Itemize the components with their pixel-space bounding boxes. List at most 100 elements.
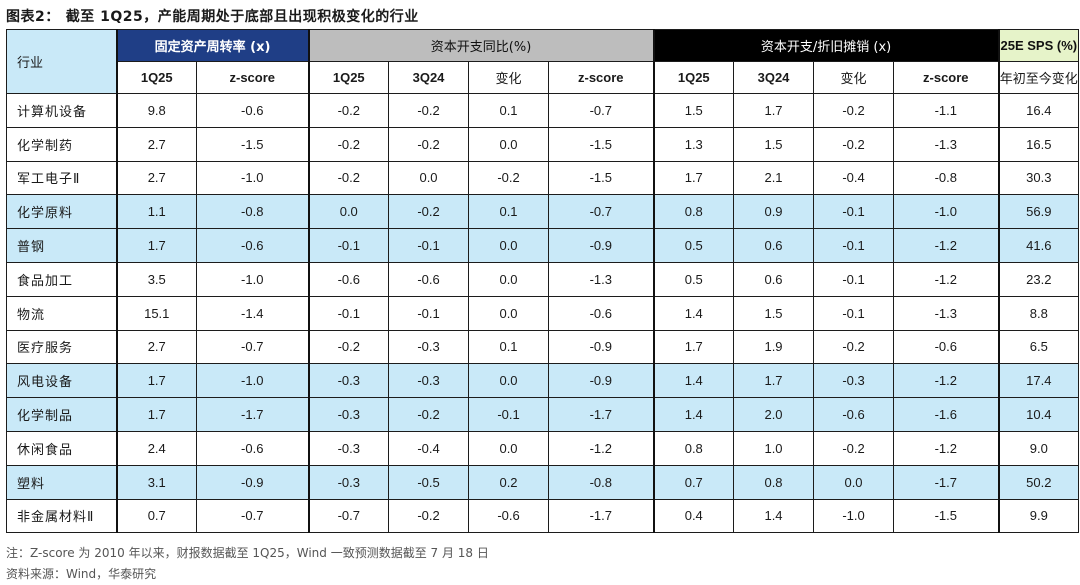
value-cell: -1.3 (548, 261, 655, 297)
subheader-cell: 3Q24 (388, 61, 470, 94)
value-cell: 16.5 (998, 126, 1080, 162)
industry-name-cell: 化学制药 (6, 126, 118, 162)
value-cell: 0.5 (653, 261, 735, 297)
subheader-cell: 1Q25 (308, 61, 390, 94)
value-cell: -0.1 (388, 228, 470, 263)
value-cell: 10.4 (998, 397, 1080, 432)
value-cell: 0.0 (468, 295, 550, 331)
value-cell: 41.6 (998, 228, 1080, 263)
value-cell: -1.0 (195, 261, 310, 297)
industry-name-cell: 普钢 (6, 228, 118, 263)
value-cell: -0.1 (813, 228, 895, 263)
value-cell: 0.8 (733, 464, 815, 500)
value-cell: -0.2 (813, 126, 895, 162)
value-cell: -1.2 (548, 430, 655, 466)
table-row: 塑料 3.1 -0.9 -0.3 -0.5 0.2 -0.8 0.7 0.8 0.0 -1.7 50.… (6, 464, 1080, 500)
value-cell: 16.4 (998, 93, 1080, 128)
value-cell: 0.0 (468, 430, 550, 466)
value-cell: -1.2 (893, 363, 1000, 399)
value-cell: -0.9 (548, 329, 655, 365)
value-cell: -0.6 (813, 397, 895, 432)
value-cell: 0.6 (733, 228, 815, 263)
value-cell: 0.5 (653, 228, 735, 263)
figure-title-text: 截至 1Q25，产能周期处于底部且出现积极变化的行业 (65, 9, 419, 25)
value-cell: -0.7 (195, 498, 310, 534)
table-row: 计算机设备 9.8 -0.6 -0.2 -0.2 0.1 -0.7 1.5 1.7 -0.2 -1.… (6, 93, 1080, 128)
value-cell: -0.6 (195, 228, 310, 263)
value-cell: -1.0 (813, 498, 895, 534)
value-cell: -1.0 (195, 363, 310, 399)
value-cell: 1.4 (653, 363, 735, 399)
value-cell: -1.7 (548, 397, 655, 432)
table-row: 化学制品 1.7 -1.7 -0.3 -0.2 -0.1 -1.7 1.4 2.0 -0.6 -1.… (6, 397, 1080, 432)
value-cell: -1.0 (893, 194, 1000, 230)
value-cell: -1.0 (195, 160, 310, 196)
value-cell: 0.0 (468, 363, 550, 399)
value-cell: 2.7 (116, 160, 197, 196)
value-cell: -0.3 (308, 430, 390, 466)
value-cell: -1.7 (195, 397, 310, 432)
value-cell: 2.1 (733, 160, 815, 196)
value-cell: 1.4 (733, 498, 815, 534)
value-cell: -0.1 (813, 295, 895, 331)
value-cell: -0.2 (308, 93, 390, 128)
value-cell: 1.5 (733, 126, 815, 162)
subheader-cell: 变化 (813, 61, 895, 94)
value-cell: -0.4 (388, 430, 470, 466)
value-cell: 1.7 (116, 228, 197, 263)
value-cell: -0.1 (813, 261, 895, 297)
value-cell: -0.8 (195, 194, 310, 230)
table-body: 计算机设备 9.8 -0.6 -0.2 -0.2 0.1 -0.7 1.5 1.7 -0.2 -1.… (6, 93, 1080, 534)
value-cell: 0.1 (468, 93, 550, 128)
industry-name-cell: 风电设备 (6, 363, 118, 399)
table-row: 医疗服务 2.7 -0.7 -0.2 -0.3 0.1 -0.9 1.7 1.9 -0.2 -0.6… (6, 329, 1080, 365)
value-cell: -0.8 (548, 464, 655, 500)
value-cell: -0.6 (548, 295, 655, 331)
value-cell: 30.3 (998, 160, 1080, 196)
value-cell: -0.6 (195, 430, 310, 466)
value-cell: -0.2 (813, 93, 895, 128)
value-cell: -0.2 (388, 397, 470, 432)
value-cell: 56.9 (998, 194, 1080, 230)
value-cell: -1.6 (893, 397, 1000, 432)
group-header-asset-turnover: 固定资产周转率 (x) (115, 29, 310, 62)
value-cell: 1.7 (653, 160, 735, 196)
industry-name-cell: 军工电子Ⅱ (6, 160, 118, 196)
value-cell: -0.1 (468, 397, 550, 432)
value-cell: -0.1 (308, 228, 390, 263)
value-cell: 1.9 (733, 329, 815, 365)
value-cell: -0.7 (548, 194, 655, 230)
industry-header: 行业 (6, 29, 118, 94)
value-cell: 1.5 (733, 295, 815, 331)
subheader-cell: 1Q25 (116, 61, 197, 94)
header-row-groups: 行业 固定资产周转率 (x) 资本开支同比(%) 资本开支/折旧摊销 (x) 2… (6, 29, 1080, 94)
value-cell: -0.1 (813, 194, 895, 230)
value-cell: -0.3 (388, 363, 470, 399)
value-cell: 1.4 (653, 397, 735, 432)
industry-capex-table: 行业 固定资产周转率 (x) 资本开支同比(%) 资本开支/折旧摊销 (x) 2… (6, 29, 1080, 534)
value-cell: 0.8 (653, 194, 735, 230)
value-cell: -1.4 (195, 295, 310, 331)
value-cell: 1.7 (116, 397, 197, 432)
industry-name-cell: 塑料 (6, 464, 118, 500)
table-row: 军工电子Ⅱ 2.7 -1.0 -0.2 0.0 -0.2 -1.5 1.7 2.1 -0.4 -0.… (6, 160, 1080, 196)
value-cell: 0.6 (733, 261, 815, 297)
value-cell: 0.0 (388, 160, 470, 196)
table-row: 物流 15.1 -1.4 -0.1 -0.1 0.0 -0.6 1.4 1.5 -0.1 -1.3 8… (6, 295, 1080, 331)
value-cell: -0.3 (813, 363, 895, 399)
table-row: 风电设备 1.7 -1.0 -0.3 -0.3 0.0 -0.9 1.4 1.7 -0.3 -1.2… (6, 363, 1080, 399)
value-cell: -0.2 (388, 126, 470, 162)
value-cell: 0.0 (813, 464, 895, 500)
value-cell: -0.3 (308, 363, 390, 399)
header-row-subheaders: 1Q25 z-score 1Q25 3Q24 变化 z-score 1Q25 3… (7, 61, 1080, 94)
value-cell: 0.7 (653, 464, 735, 500)
value-cell: -0.6 (308, 261, 390, 297)
value-cell: -0.6 (468, 498, 550, 534)
value-cell: 0.0 (468, 126, 550, 162)
value-cell: 1.7 (653, 329, 735, 365)
subheader-cell: z-score (548, 61, 655, 94)
industry-name-cell: 医疗服务 (6, 329, 118, 365)
value-cell: -0.9 (548, 228, 655, 263)
value-cell: -0.2 (813, 329, 895, 365)
industry-name-cell: 计算机设备 (6, 93, 118, 128)
